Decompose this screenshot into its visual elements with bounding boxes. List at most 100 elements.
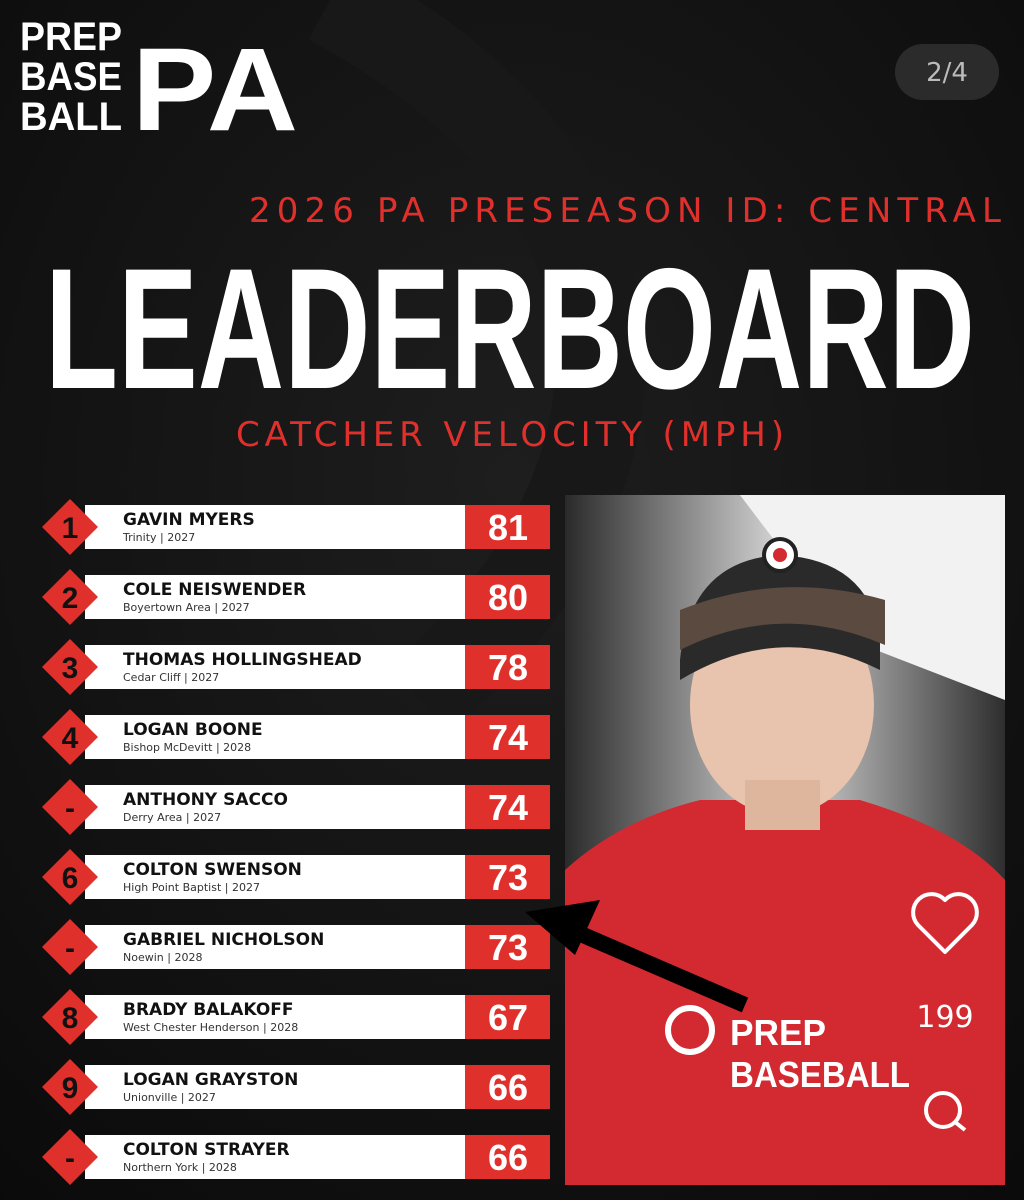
player-name: COLTON STRAYER	[123, 1140, 290, 1160]
row-bar	[85, 785, 465, 829]
logo-line: BASE	[20, 55, 122, 99]
player-detail: Unionville | 2027	[123, 1091, 216, 1104]
logo-mark: PA	[132, 24, 298, 156]
shirt-text: PREP	[730, 1012, 826, 1053]
rank: 8	[62, 1002, 79, 1035]
player-detail: Cedar Cliff | 2027	[123, 671, 219, 684]
rank-badge	[42, 499, 98, 555]
rank: 6	[62, 862, 79, 895]
player-detail: Northern York | 2028	[123, 1161, 237, 1174]
velocity: 73	[488, 927, 528, 968]
velocity: 67	[488, 997, 528, 1038]
value-box	[465, 925, 550, 969]
logo-line: PREP	[20, 15, 122, 59]
rank-badge	[42, 569, 98, 625]
row-bar	[85, 1135, 465, 1179]
rank-badge	[42, 919, 98, 975]
player-detail: Trinity | 2027	[122, 531, 195, 544]
player-name: LOGAN GRAYSTON	[123, 1070, 298, 1090]
player-name: COLE NEISWENDER	[123, 580, 306, 600]
velocity: 74	[488, 787, 528, 828]
value-box	[465, 785, 550, 829]
row-bar	[85, 645, 465, 689]
row-bar	[85, 995, 465, 1039]
logo-line: BALL	[20, 95, 122, 139]
velocity: 73	[488, 857, 528, 898]
row-bar	[85, 715, 465, 759]
shirt-text: BASEBALL	[730, 1054, 910, 1095]
value-box	[465, 855, 550, 899]
value-box	[465, 1065, 550, 1109]
rank-badge	[42, 1059, 98, 1115]
rank: 4	[62, 722, 79, 755]
player-name: COLTON SWENSON	[123, 860, 302, 880]
velocity: 78	[488, 647, 528, 688]
rank: 9	[62, 1072, 79, 1105]
rank-badge	[42, 1129, 98, 1185]
row-bar	[85, 505, 465, 549]
main-title: LEADERBOARD	[45, 233, 975, 425]
velocity: 81	[488, 507, 528, 548]
value-box	[465, 505, 550, 549]
player-name: GAVIN MYERS	[123, 510, 255, 530]
player-detail: West Chester Henderson | 2028	[123, 1021, 298, 1034]
player-detail: Noewin | 2028	[123, 951, 202, 964]
rank: -	[65, 792, 75, 825]
row-bar	[85, 925, 465, 969]
player-detail: Boyertown Area | 2027	[123, 601, 250, 614]
rank-badge	[42, 849, 98, 905]
event-title: 2026 PA PRESEASON ID: CENTRAL	[249, 191, 1001, 231]
player-name: BRADY BALAKOFF	[123, 1000, 294, 1020]
player-detail: High Point Baptist | 2027	[123, 881, 260, 894]
value-box	[465, 1135, 550, 1179]
rank: 3	[62, 652, 79, 685]
rank: -	[65, 932, 75, 965]
row-bar	[85, 575, 465, 619]
like-button[interactable]	[911, 892, 979, 954]
row-bar	[85, 855, 465, 899]
player-photo: PREP BASEBALL	[565, 495, 1005, 1185]
page-indicator: 2/4	[926, 58, 968, 88]
player-detail: Bishop McDevitt | 2028	[123, 741, 251, 754]
rank-badge	[42, 709, 98, 765]
rank: 1	[62, 512, 79, 545]
rank-badge	[42, 989, 98, 1045]
player-detail: Derry Area | 2027	[123, 811, 221, 824]
metric-title: CATCHER VELOCITY (MPH)	[236, 415, 784, 455]
player-name: ANTHONY SACCO	[123, 790, 288, 810]
velocity: 74	[488, 717, 528, 758]
rank-badge	[42, 779, 98, 835]
player-name: GABRIEL NICHOLSON	[123, 930, 324, 950]
logo: PREP BASE BALL PA	[20, 15, 298, 156]
arrow	[525, 900, 749, 1013]
rank: -	[65, 1142, 75, 1175]
value-box	[465, 995, 550, 1039]
velocity: 80	[488, 577, 528, 618]
rank: 2	[62, 582, 79, 615]
value-box	[465, 715, 550, 759]
velocity: 66	[488, 1137, 528, 1178]
velocity: 66	[488, 1067, 528, 1108]
player-name: THOMAS HOLLINGSHEAD	[123, 650, 362, 670]
like-count: 199	[916, 1000, 973, 1035]
value-box	[465, 645, 550, 689]
page-indicator-pill	[895, 44, 999, 100]
value-box	[465, 575, 550, 619]
comment-button[interactable]	[924, 1091, 967, 1132]
player-name: LOGAN BOONE	[123, 720, 263, 740]
row-bar	[85, 1065, 465, 1109]
rank-badge	[42, 639, 98, 695]
